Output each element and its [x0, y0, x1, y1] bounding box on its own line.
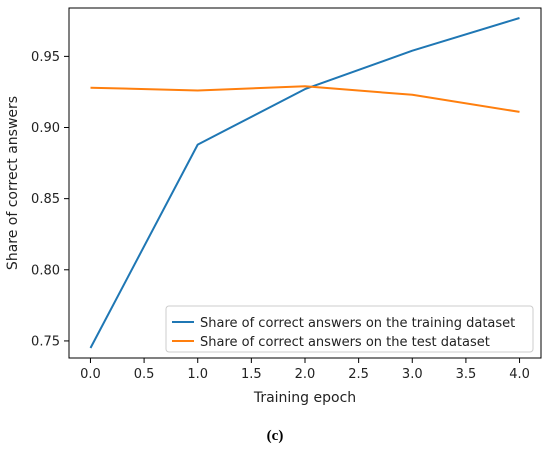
legend-label-1: Share of correct answers on the test dat… [200, 335, 490, 350]
x-axis-label: Training epoch [253, 390, 356, 406]
y-axis-ticks: 0.75 0.80 0.85 0.90 0.95 [31, 50, 69, 349]
y-tick-label: 0.85 [31, 192, 60, 207]
x-tick-label: 2.5 [348, 367, 369, 382]
x-tick-label: 3.5 [456, 367, 477, 382]
legend-box [165, 305, 534, 353]
x-tick-label: 2.0 [295, 367, 316, 382]
x-tick-label: 1.5 [241, 367, 262, 382]
x-tick-label: 0.0 [80, 367, 101, 382]
legend: Share of correct answers on the training… [165, 305, 534, 353]
series-lines [89, 17, 520, 349]
series-line-1 [90, 85, 520, 113]
legend-label-0: Share of correct answers on the training… [200, 316, 515, 331]
x-tick-label: 4.0 [509, 367, 530, 382]
x-tick-label: 3.0 [402, 367, 423, 382]
line-chart: 0.0 0.5 1.0 1.5 2.0 2.5 3.0 3.5 4.0 0.75 0.80 0.85… [5, 7, 542, 406]
y-tick-label: 0.80 [31, 263, 60, 278]
y-tick-label: 0.95 [31, 50, 60, 65]
x-tick-label: 1.0 [187, 367, 208, 382]
y-tick-label: 0.90 [31, 121, 60, 136]
figure-caption: (c) [266, 428, 284, 444]
plot-area [68, 7, 542, 359]
y-axis-label: Share of correct answers [5, 96, 21, 270]
x-tick-label: 0.5 [134, 367, 155, 382]
x-axis-ticks: 0.0 0.5 1.0 1.5 2.0 2.5 3.0 3.5 4.0 [80, 358, 530, 382]
y-tick-label: 0.75 [31, 334, 60, 349]
